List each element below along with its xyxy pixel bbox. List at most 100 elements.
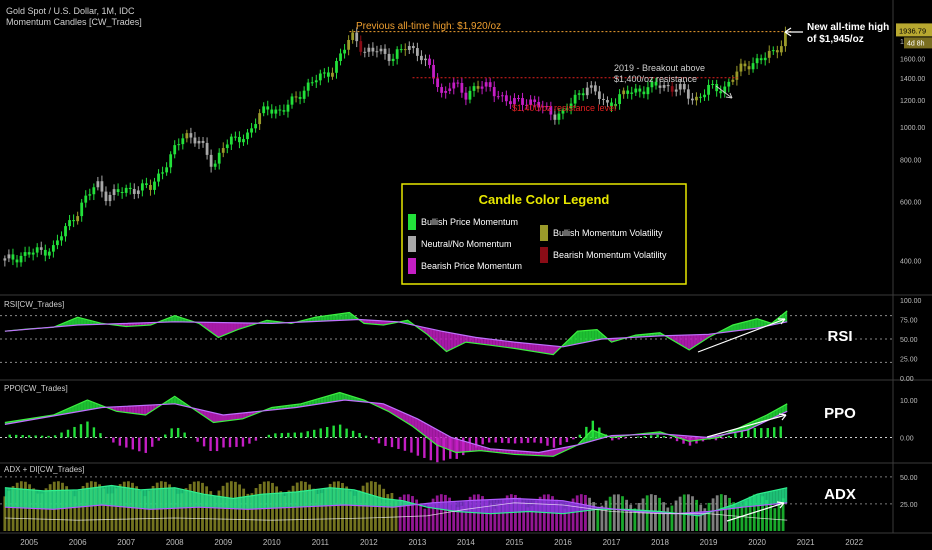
rsi-fill bbox=[516, 342, 520, 350]
adx-histogram-bar bbox=[98, 484, 101, 531]
candle-body bbox=[630, 92, 634, 94]
adx-fill bbox=[751, 495, 755, 507]
candle-body bbox=[735, 71, 739, 80]
ppo-signal-line bbox=[4, 399, 788, 454]
adx-histogram-bar bbox=[357, 490, 361, 531]
candle-body bbox=[258, 113, 262, 125]
ppo-fill bbox=[320, 397, 324, 404]
rsi-fill bbox=[739, 322, 743, 331]
ppo-histogram-bar bbox=[585, 426, 588, 438]
candle-body bbox=[436, 78, 440, 88]
adx-fill bbox=[149, 489, 153, 510]
candle-body bbox=[359, 41, 363, 52]
adx-histogram-bar bbox=[439, 494, 443, 531]
candle-body bbox=[193, 137, 197, 144]
candle-body bbox=[695, 96, 698, 101]
ppo-histogram-bar bbox=[131, 437, 135, 450]
adx-fill bbox=[31, 489, 35, 509]
ppo-fill bbox=[399, 410, 403, 420]
rsi-fill bbox=[552, 345, 556, 355]
ppo-fill bbox=[585, 433, 589, 443]
rsi-fill bbox=[71, 318, 75, 326]
candle-body bbox=[177, 144, 181, 146]
time-tick-label: 2018 bbox=[651, 538, 669, 547]
ppo-histogram-bar bbox=[235, 437, 238, 447]
candle-body bbox=[169, 154, 173, 168]
rsi-fill bbox=[498, 340, 502, 347]
adx-fill bbox=[215, 495, 219, 509]
ppo-histogram-bar bbox=[481, 437, 484, 445]
ppo-fill bbox=[311, 399, 315, 406]
adx-histogram-bar bbox=[275, 486, 279, 531]
time-tick-label: 2009 bbox=[214, 538, 232, 547]
candle-body bbox=[250, 128, 253, 133]
ppo-fill bbox=[591, 430, 595, 442]
adx-fill bbox=[356, 490, 360, 506]
adx-fill bbox=[447, 501, 451, 511]
adx-fill bbox=[335, 488, 339, 506]
ppo-histogram-bar bbox=[546, 437, 549, 446]
countdown-tag bbox=[904, 37, 932, 49]
ppo-histogram-bar bbox=[287, 432, 290, 438]
adx-histogram-bar bbox=[308, 484, 311, 531]
time-tick-label: 2006 bbox=[69, 538, 87, 547]
adx-fill bbox=[28, 489, 32, 509]
adx-fill bbox=[113, 485, 117, 507]
candle-body bbox=[314, 80, 318, 83]
adx-fill bbox=[122, 487, 126, 508]
candle-body bbox=[47, 251, 51, 256]
ppo-histogram-bar bbox=[624, 437, 627, 439]
candle-body bbox=[424, 58, 427, 61]
adx-histogram-bar bbox=[7, 490, 11, 531]
adx-histogram-bar bbox=[390, 492, 394, 531]
candle-body bbox=[383, 48, 387, 54]
adx-fill bbox=[311, 489, 315, 507]
rsi-fill bbox=[335, 313, 339, 321]
candle-body bbox=[767, 50, 771, 58]
adx-histogram-bar bbox=[575, 495, 579, 531]
adx-fill bbox=[386, 498, 391, 508]
ppo-histogram-bar bbox=[241, 437, 245, 447]
candle-body bbox=[731, 79, 735, 82]
adx-histogram-bar bbox=[641, 498, 645, 531]
ppo-histogram-bar bbox=[364, 435, 368, 438]
candle-body bbox=[363, 51, 367, 53]
rsi-fill bbox=[176, 316, 180, 322]
candle-body bbox=[132, 188, 136, 194]
adx-tick-label: 25.00 bbox=[900, 502, 918, 509]
ppo-fill bbox=[396, 409, 400, 418]
adx-histogram-bar bbox=[77, 490, 81, 531]
ppo-fill bbox=[335, 392, 339, 402]
candle-body bbox=[347, 39, 351, 50]
rsi-tick-label: 50.00 bbox=[900, 337, 918, 344]
adx-histogram-bar bbox=[604, 500, 608, 531]
candle-body bbox=[395, 49, 399, 59]
adx-histogram-bar bbox=[176, 493, 180, 531]
adx-fill bbox=[393, 499, 397, 508]
price-tick-label: 400.00 bbox=[900, 259, 922, 266]
adx-fill bbox=[197, 492, 201, 508]
adx-histogram-bar bbox=[621, 496, 624, 531]
adx-histogram-bar bbox=[448, 497, 451, 531]
rsi-fill bbox=[459, 334, 463, 346]
adx-fill bbox=[341, 488, 345, 506]
adx-histogram-bar bbox=[102, 488, 106, 531]
adx-histogram-bar bbox=[386, 494, 390, 531]
adx-fill bbox=[62, 490, 66, 509]
rsi-fill bbox=[173, 316, 177, 322]
legend-swatch bbox=[408, 214, 416, 230]
adx-histogram-bar bbox=[584, 495, 587, 531]
ppo-fill bbox=[218, 413, 222, 422]
rsi-fill bbox=[209, 322, 213, 334]
candle-body bbox=[278, 109, 282, 111]
ppo-histogram-bar bbox=[79, 424, 83, 438]
adx-histogram-bar bbox=[489, 504, 493, 531]
adx-histogram-bar bbox=[291, 485, 295, 531]
ppo-histogram-bar bbox=[151, 437, 154, 447]
ppo-histogram-bar bbox=[377, 437, 381, 444]
candle-body bbox=[322, 72, 326, 74]
candle-body bbox=[27, 252, 31, 255]
ppo-fill bbox=[441, 431, 445, 448]
adx-fill bbox=[588, 505, 592, 511]
ppo-histogram-bar bbox=[675, 437, 679, 442]
